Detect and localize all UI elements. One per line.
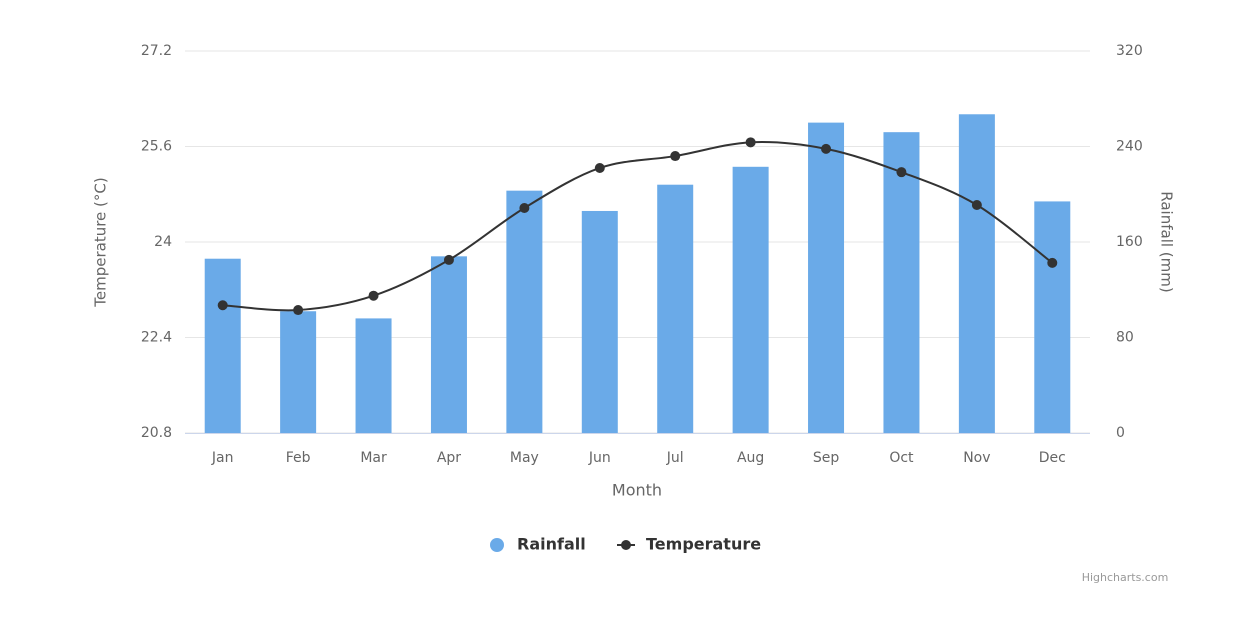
point bbox=[519, 202, 530, 213]
point bbox=[670, 151, 681, 162]
x-tick-label: Jul bbox=[666, 450, 684, 466]
point bbox=[443, 254, 454, 265]
x-tick-label: Nov bbox=[963, 450, 990, 466]
point bbox=[293, 305, 304, 316]
point bbox=[896, 167, 907, 178]
bar bbox=[355, 318, 392, 433]
legend-label[interactable]: Temperature bbox=[646, 535, 761, 554]
y-tick-label: 27.2 bbox=[141, 43, 172, 59]
y2-axis-title: Rainfall (mm) bbox=[1158, 191, 1176, 292]
legend-label[interactable]: Rainfall bbox=[517, 535, 586, 554]
point bbox=[821, 143, 832, 154]
point bbox=[594, 162, 605, 173]
y-tick-label: 22.4 bbox=[141, 330, 172, 346]
x-tick-label: Dec bbox=[1039, 450, 1066, 466]
y-tick-label: 24 bbox=[154, 234, 172, 250]
point bbox=[368, 290, 379, 301]
x-tick-label: Oct bbox=[889, 450, 914, 466]
y2-tick-label: 0 bbox=[1116, 425, 1125, 441]
x-tick-label: Feb bbox=[286, 450, 311, 466]
bar bbox=[958, 114, 995, 434]
y2-tick-label: 80 bbox=[1116, 330, 1134, 346]
x-tick-label: Mar bbox=[360, 450, 387, 466]
x-tick-label: Jan bbox=[211, 450, 234, 466]
legend-symbol bbox=[490, 538, 504, 552]
bar bbox=[204, 258, 241, 433]
y-tick-label: 20.8 bbox=[141, 425, 172, 441]
bar bbox=[430, 256, 467, 433]
point bbox=[1047, 257, 1058, 268]
bar bbox=[1034, 201, 1071, 433]
point bbox=[217, 300, 228, 311]
bar bbox=[506, 190, 543, 433]
bar bbox=[581, 210, 618, 433]
bar bbox=[657, 184, 694, 433]
x-tick-label: Jun bbox=[588, 450, 611, 466]
credit: Highcharts.com bbox=[1082, 571, 1169, 584]
y2-tick-label: 160 bbox=[1116, 234, 1143, 250]
x-axis-title: Month bbox=[612, 481, 662, 500]
x-tick-label: Aug bbox=[737, 450, 764, 466]
y2-tick-label: 240 bbox=[1116, 139, 1143, 155]
point bbox=[745, 137, 756, 148]
x-tick-label: Apr bbox=[437, 450, 461, 466]
y-tick-label: 25.6 bbox=[141, 139, 172, 155]
x-tick-label: May bbox=[510, 450, 539, 466]
y-axis-title: Temperature (°C) bbox=[92, 177, 110, 307]
y2-tick-label: 320 bbox=[1116, 43, 1143, 59]
bar bbox=[883, 132, 920, 434]
bar bbox=[732, 166, 769, 433]
bar bbox=[280, 311, 317, 433]
legend-symbol bbox=[621, 540, 631, 550]
x-tick-label: Sep bbox=[813, 450, 840, 466]
bar bbox=[808, 122, 845, 433]
point bbox=[971, 199, 982, 210]
